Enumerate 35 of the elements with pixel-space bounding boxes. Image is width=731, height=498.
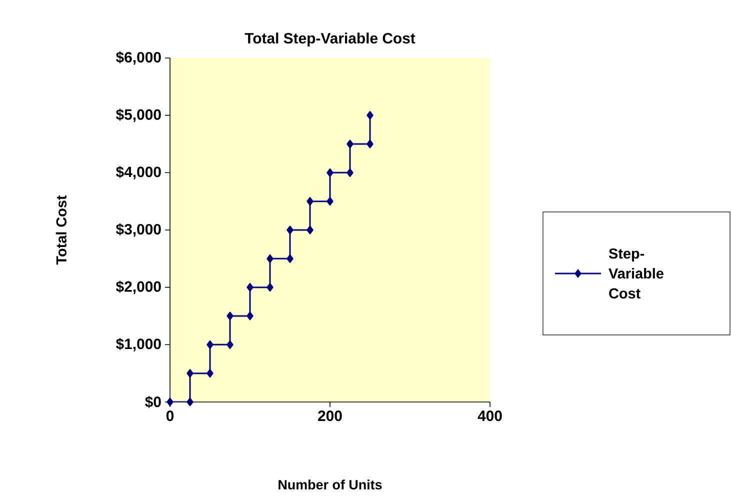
y-tick-label: $3,000: [116, 223, 161, 237]
point: [306, 197, 314, 206]
point: [286, 254, 294, 263]
point: [266, 283, 274, 292]
point: [186, 369, 194, 378]
x-tick-label: 400: [478, 410, 502, 422]
point: [226, 340, 234, 349]
point: [226, 312, 234, 320]
point: [186, 398, 194, 406]
y-tick-label: $2,000: [116, 280, 161, 294]
point: [246, 283, 254, 292]
point: [346, 140, 354, 148]
point: [346, 168, 354, 177]
x-axis-title: Number of Units: [278, 480, 382, 490]
y-tick-label: $4,000: [116, 166, 161, 180]
point: [366, 111, 374, 120]
y-tick-label: $5,000: [116, 108, 161, 122]
y-tick-label: $1,000: [116, 338, 161, 352]
point: [286, 226, 294, 234]
point: [266, 254, 274, 263]
chart-title: Total Step-Variable Cost: [244, 32, 416, 46]
legend-label: Step-Variable Cost: [608, 248, 664, 299]
point: [166, 398, 174, 406]
point: [366, 140, 374, 148]
point: [206, 340, 214, 349]
point: [306, 226, 314, 234]
point: [206, 369, 214, 378]
y-tick-label: $6,000: [116, 51, 161, 65]
y-axis-title: Total Cost: [56, 195, 66, 265]
x-tick-label: 0: [166, 410, 174, 422]
point: [246, 312, 254, 320]
y-tick-label: $0: [145, 396, 161, 408]
point: [326, 168, 334, 177]
x-tick-label: 200: [318, 410, 342, 422]
point: [326, 197, 334, 206]
